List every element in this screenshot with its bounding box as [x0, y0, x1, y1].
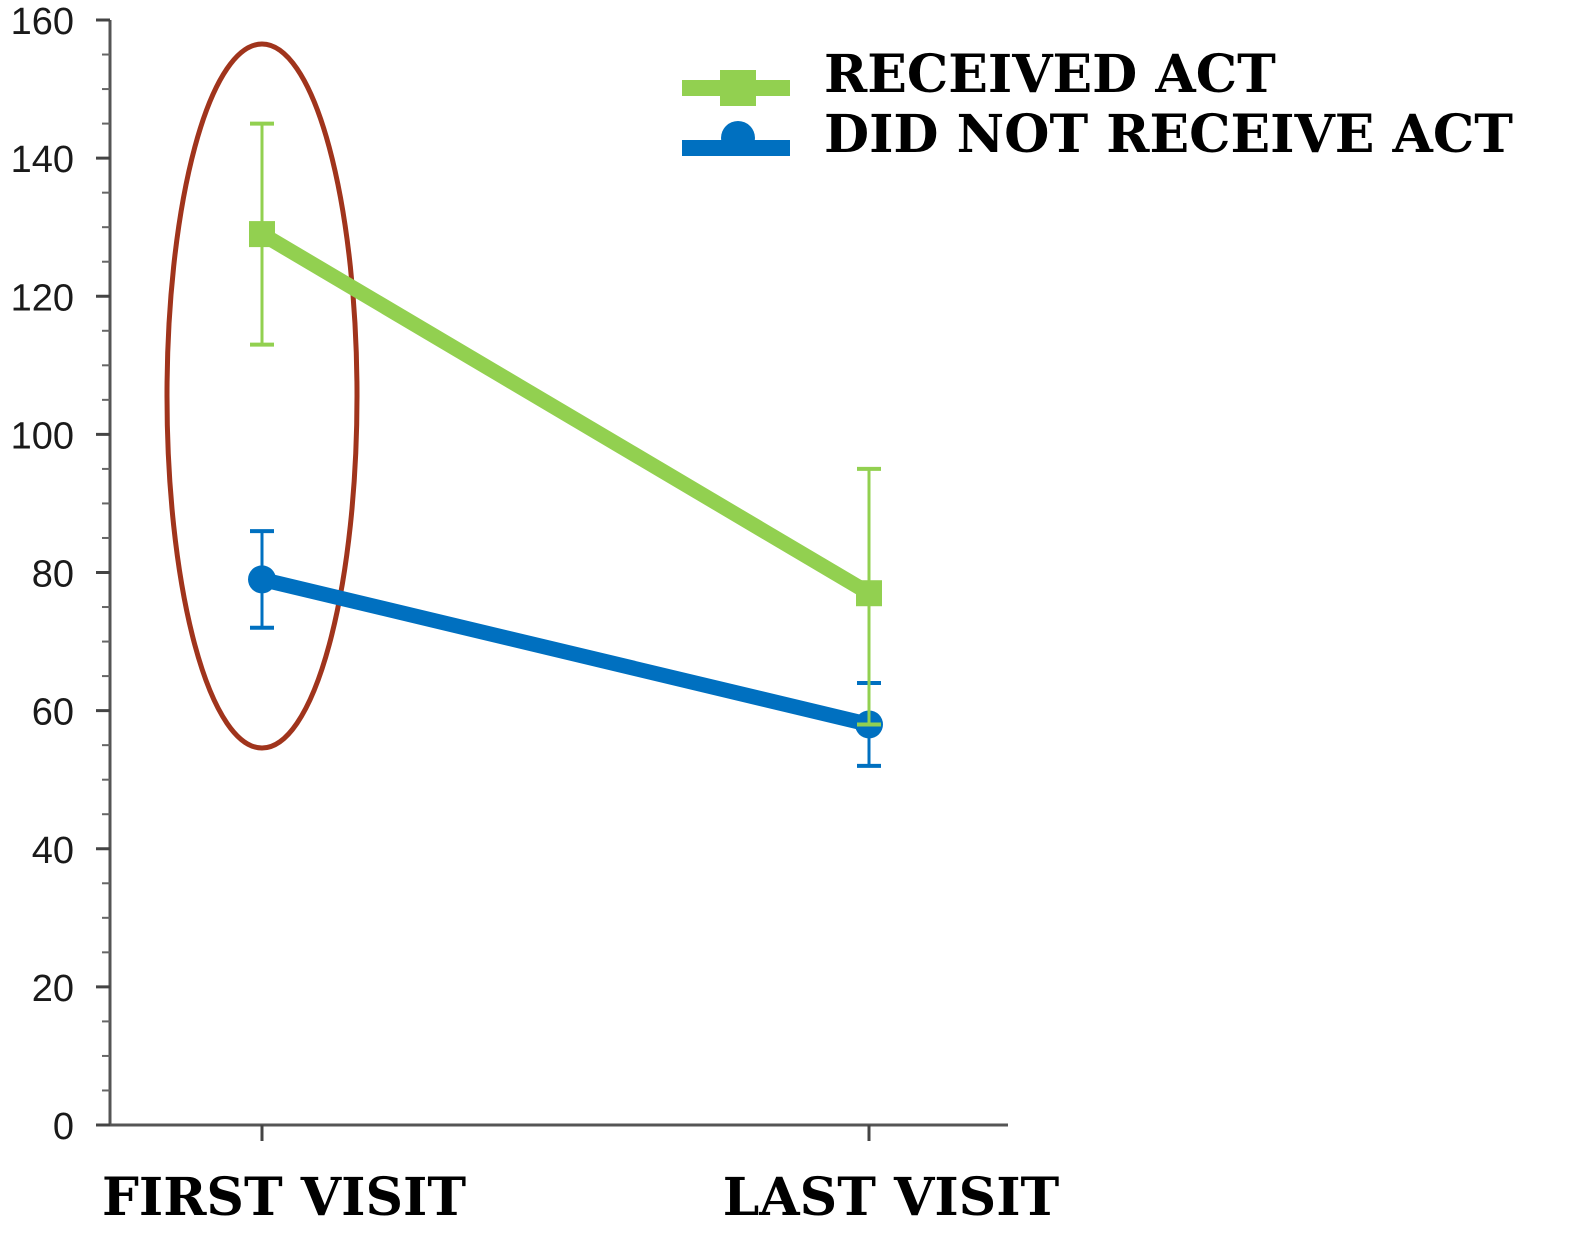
y-tick-label: 100 — [11, 415, 74, 457]
y-tick-label: 0 — [53, 1106, 74, 1148]
legend-swatch-marker — [720, 70, 756, 106]
y-tick-label: 20 — [32, 968, 74, 1010]
y-tick-label: 40 — [32, 830, 74, 872]
legend-swatch-marker — [721, 121, 755, 155]
y-tick-label: 140 — [11, 139, 74, 181]
y-tick-label: 60 — [32, 692, 74, 734]
data-point — [249, 221, 275, 248]
series-received-act — [249, 121, 882, 727]
data-point — [856, 580, 882, 607]
x-category-label: FIRST VISIT — [102, 1167, 466, 1228]
y-tick-label: 80 — [32, 554, 74, 596]
legend-label: DID NOT RECEIVE ACT — [824, 104, 1513, 165]
axes: 0 20 40 60 80 100 120 140 160 FIRST VISIT LAST VIS… — [11, 1, 1060, 1228]
series-line — [258, 227, 873, 600]
series-line — [260, 572, 871, 732]
legend-item: DID NOT RECEIVE ACT — [682, 104, 1513, 165]
y-tick-label: 160 — [11, 1, 74, 43]
annotations — [164, 41, 360, 751]
data-point — [248, 565, 276, 594]
x-category-label: LAST VISIT — [723, 1167, 1060, 1228]
legend-item: RECEIVED ACT — [682, 44, 1276, 106]
highlight-ellipse — [164, 41, 360, 751]
series-layer — [248, 121, 883, 768]
y-tick-label: 120 — [11, 277, 74, 319]
legend-label: RECEIVED ACT — [824, 44, 1276, 105]
